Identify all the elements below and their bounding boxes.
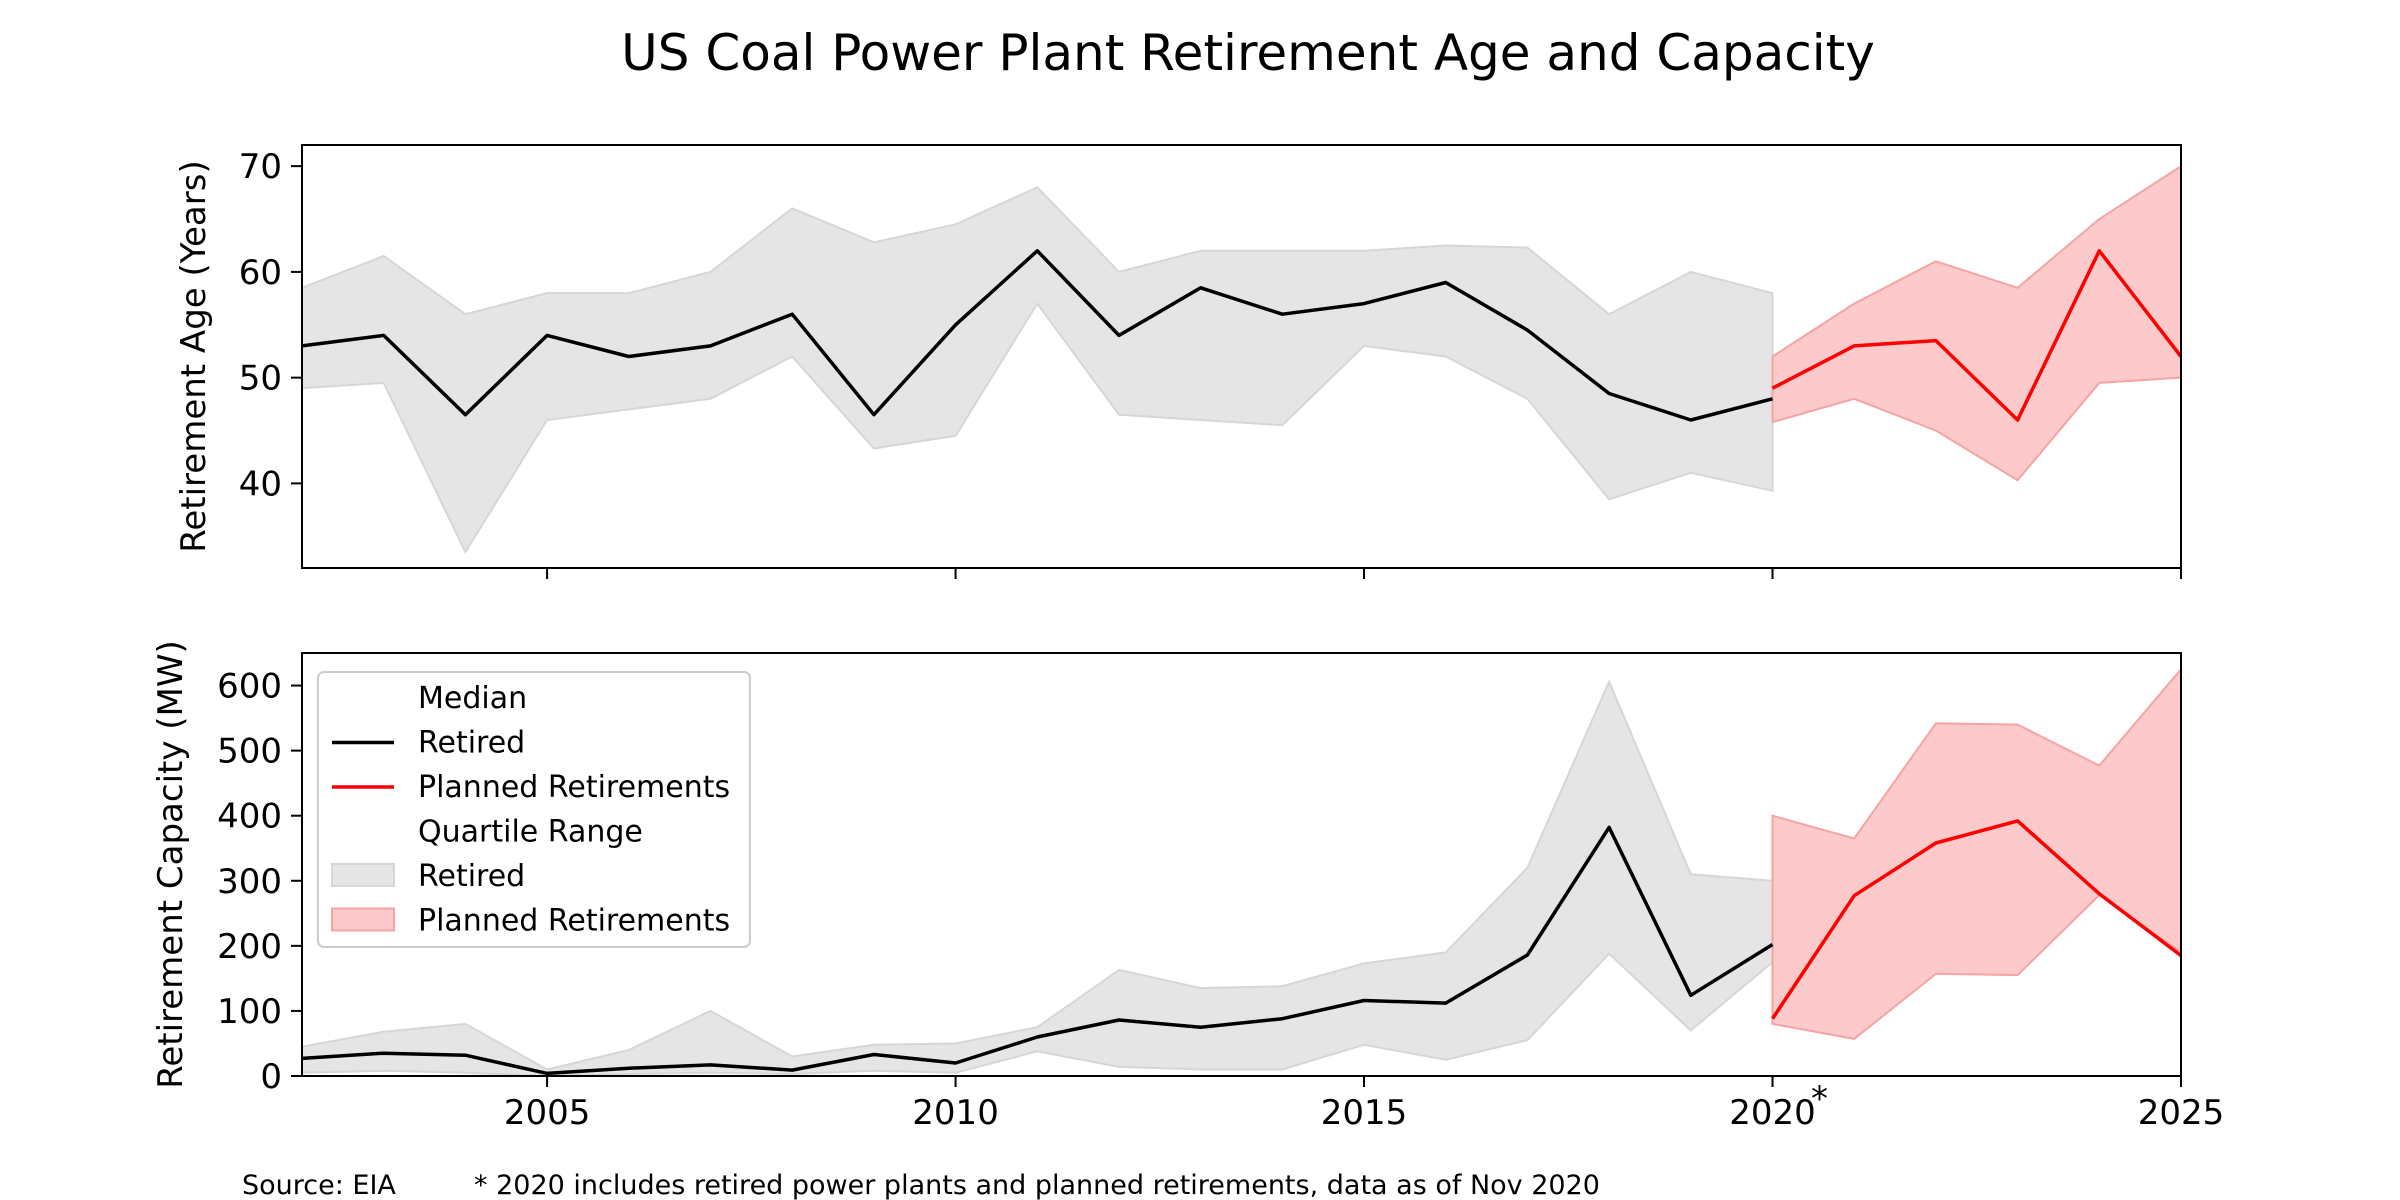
legend-handle-patch-planned (331, 907, 395, 932)
y-tick-label: 500 (217, 732, 282, 772)
legend-label: Planned Retirements (418, 770, 730, 805)
y-tick-label: 200 (217, 927, 282, 967)
x-tick-label: 2025 (2138, 1093, 2225, 1133)
y-tick-label: 100 (217, 992, 282, 1032)
y-tick-label: 300 (217, 862, 282, 902)
planned-quartile-band (1771, 666, 2182, 1040)
panels: 40 50 60 70 Retirement Age (Years) 0 100 200 300… (151, 144, 2224, 1133)
y-axis-label: Retirement Age (Years) (174, 160, 214, 552)
y-tick-label: 40 (239, 464, 282, 504)
legend-label: Median (418, 681, 527, 716)
y-tick-label: 60 (239, 253, 282, 293)
legend-handle-patch-retired (331, 863, 395, 887)
y-tick-label: 50 (239, 359, 282, 399)
legend: Median Retired Planned Retirements Quartile… (317, 671, 751, 948)
legend-label: Retired (418, 859, 525, 894)
x-tick-label: 2005 (504, 1093, 591, 1133)
legend-box (317, 671, 751, 948)
y-axis-label: Retirement Capacity (MW) (151, 640, 191, 1089)
planned-quartile-band (1771, 164, 2182, 482)
chart-title: US Coal Power Plant Retirement Age and C… (621, 24, 1875, 82)
y-tick-label: 400 (217, 797, 282, 837)
retired-median-line (301, 249, 1773, 422)
footnote: * 2020 includes retired power plants and… (474, 1170, 1600, 1200)
source-note: Source: EIA (242, 1170, 396, 1200)
x-tick-label: 2020 (1729, 1093, 1816, 1133)
x-tick-label: 2015 (1321, 1093, 1408, 1133)
retired-quartile-band (301, 186, 1774, 555)
retired-median-line (301, 825, 1774, 1076)
panel-retirement-age: 40 50 60 70 Retirement Age (Years) (174, 144, 2183, 579)
plot-frame (301, 652, 2182, 1077)
panel-retirement-capacity: 0 100 200 300 400 500 600 2005 2010 2015 2020 2025 R… (151, 640, 2224, 1133)
legend-label: Planned Retirements (418, 904, 730, 939)
planned-median-line (1771, 249, 2183, 422)
legend-label: Retired (418, 726, 525, 761)
x-annotation-asterisk: * (1811, 1079, 1828, 1119)
x-tick-label: 2010 (912, 1093, 999, 1133)
planned-median-line (1771, 819, 2183, 1020)
y-tick-label: 0 (260, 1057, 282, 1097)
legend-label: Quartile Range (418, 815, 643, 850)
y-tick-label: 600 (217, 667, 282, 707)
y-tick-label: 70 (239, 147, 282, 187)
plot-frame (301, 144, 2182, 569)
